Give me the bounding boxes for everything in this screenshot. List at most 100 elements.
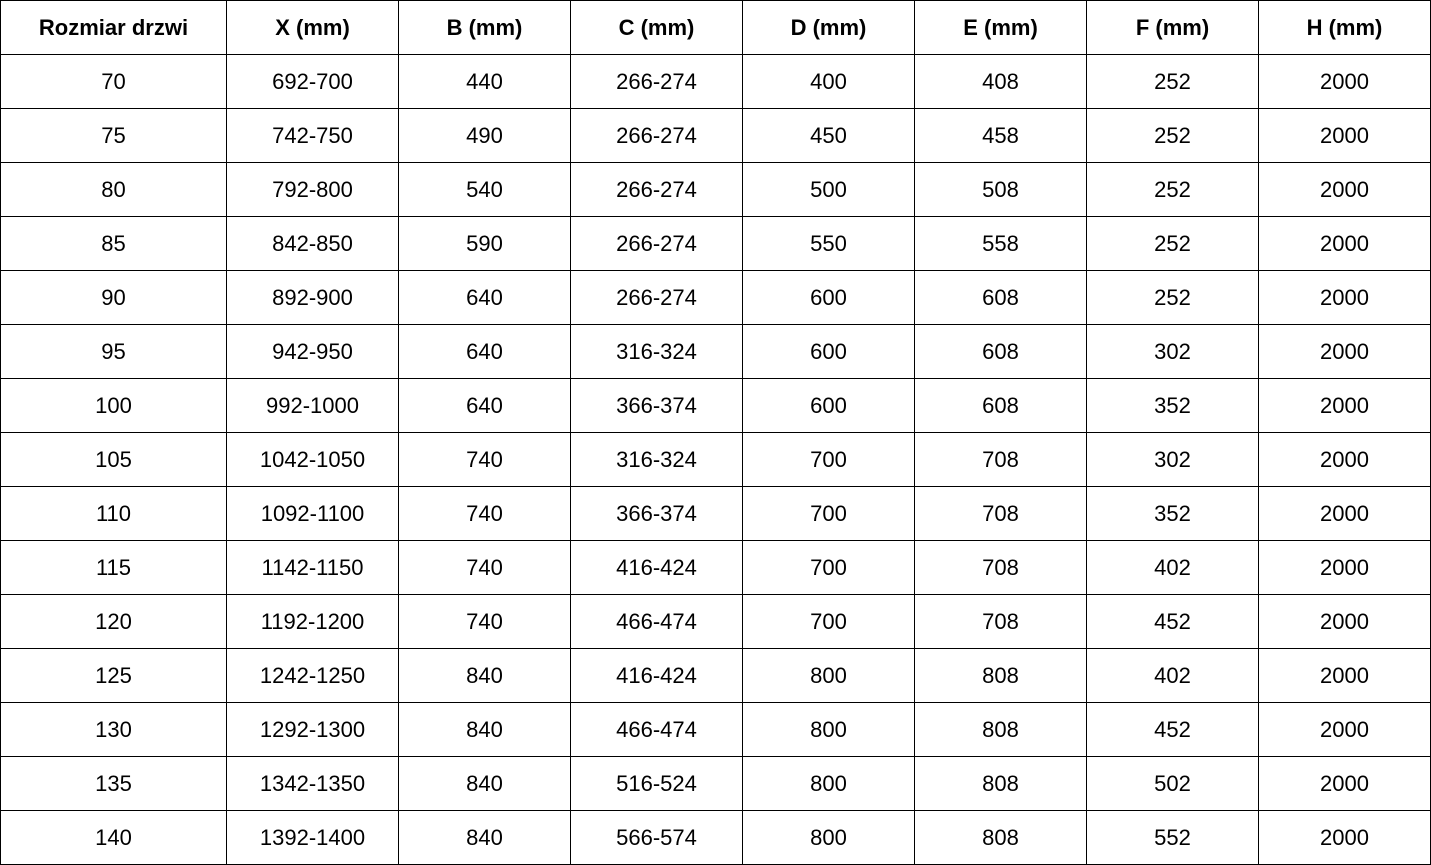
table-cell: 452 [1086, 594, 1259, 649]
table-cell: 840 [398, 810, 571, 865]
table-cell: 840 [398, 702, 571, 757]
table-cell: 800 [742, 648, 915, 703]
table-cell: 800 [742, 702, 915, 757]
table-cell: 700 [742, 432, 915, 487]
table-row: 125 1242-1250 840 416-424 800 808 402 2000 [0, 648, 1431, 703]
table-cell: 105 [0, 432, 227, 487]
table-body: 70 692-700 440 266-274 400 408 252 2000 75 742-75… [0, 54, 1431, 865]
table-cell: 466-474 [570, 702, 743, 757]
table-cell: 566-574 [570, 810, 743, 865]
table-cell: 366-374 [570, 378, 743, 433]
table-cell: 1192-1200 [226, 594, 399, 649]
table-cell: 2000 [1258, 756, 1431, 811]
table-cell: 252 [1086, 108, 1259, 163]
table-cell: 80 [0, 162, 227, 217]
table-cell: 1392-1400 [226, 810, 399, 865]
table-cell: 366-374 [570, 486, 743, 541]
table-cell: 640 [398, 270, 571, 325]
table-cell: 842-850 [226, 216, 399, 271]
table-cell: 1142-1150 [226, 540, 399, 595]
table-cell: 558 [914, 216, 1087, 271]
table-cell: 2000 [1258, 162, 1431, 217]
table-cell: 402 [1086, 540, 1259, 595]
table-cell: 402 [1086, 648, 1259, 703]
table-cell: 75 [0, 108, 227, 163]
table-cell: 740 [398, 540, 571, 595]
table-cell: 840 [398, 648, 571, 703]
table-cell: 2000 [1258, 432, 1431, 487]
table-cell: 1042-1050 [226, 432, 399, 487]
table-cell: 135 [0, 756, 227, 811]
table-cell: 550 [742, 216, 915, 271]
table-row: 120 1192-1200 740 466-474 700 708 452 2000 [0, 594, 1431, 649]
table-cell: 266-274 [570, 270, 743, 325]
table-cell: 808 [914, 756, 1087, 811]
table-cell: 942-950 [226, 324, 399, 379]
table-cell: 840 [398, 756, 571, 811]
table-cell: 1342-1350 [226, 756, 399, 811]
table-cell: 490 [398, 108, 571, 163]
table-cell: 608 [914, 270, 1087, 325]
table-cell: 70 [0, 54, 227, 109]
table-cell: 540 [398, 162, 571, 217]
table-cell: 2000 [1258, 54, 1431, 109]
table-cell: 600 [742, 270, 915, 325]
column-header: F (mm) [1086, 0, 1259, 55]
table-cell: 266-274 [570, 216, 743, 271]
column-header: C (mm) [570, 0, 743, 55]
table-cell: 792-800 [226, 162, 399, 217]
table-cell: 2000 [1258, 540, 1431, 595]
table-cell: 452 [1086, 702, 1259, 757]
table-cell: 640 [398, 324, 571, 379]
table-cell: 800 [742, 756, 915, 811]
table-row: 100 992-1000 640 366-374 600 608 352 2000 [0, 378, 1431, 433]
table-cell: 316-324 [570, 432, 743, 487]
table-row: 110 1092-1100 740 366-374 700 708 352 2000 [0, 486, 1431, 541]
table-cell: 125 [0, 648, 227, 703]
table-cell: 252 [1086, 270, 1259, 325]
table-cell: 2000 [1258, 378, 1431, 433]
column-header: X (mm) [226, 0, 399, 55]
table-cell: 742-750 [226, 108, 399, 163]
table-cell: 2000 [1258, 216, 1431, 271]
column-header: D (mm) [742, 0, 915, 55]
table-cell: 708 [914, 594, 1087, 649]
table-cell: 516-524 [570, 756, 743, 811]
table-cell: 408 [914, 54, 1087, 109]
table-cell: 266-274 [570, 108, 743, 163]
table-cell: 740 [398, 594, 571, 649]
table-row: 90 892-900 640 266-274 600 608 252 2000 [0, 270, 1431, 325]
column-header: H (mm) [1258, 0, 1431, 55]
table-cell: 608 [914, 378, 1087, 433]
table-row: 115 1142-1150 740 416-424 700 708 402 2000 [0, 540, 1431, 595]
table-cell: 316-324 [570, 324, 743, 379]
table-cell: 252 [1086, 54, 1259, 109]
table-cell: 1292-1300 [226, 702, 399, 757]
table-cell: 110 [0, 486, 227, 541]
table-cell: 600 [742, 324, 915, 379]
table-cell: 640 [398, 378, 571, 433]
table-cell: 800 [742, 810, 915, 865]
table-cell: 115 [0, 540, 227, 595]
table-cell: 2000 [1258, 324, 1431, 379]
table-row: 135 1342-1350 840 516-524 800 808 502 2000 [0, 756, 1431, 811]
table-cell: 808 [914, 648, 1087, 703]
table-cell: 85 [0, 216, 227, 271]
table-cell: 992-1000 [226, 378, 399, 433]
table-cell: 808 [914, 702, 1087, 757]
table-cell: 302 [1086, 324, 1259, 379]
table-cell: 552 [1086, 810, 1259, 865]
table-cell: 740 [398, 432, 571, 487]
table-cell: 2000 [1258, 648, 1431, 703]
table-row: 70 692-700 440 266-274 400 408 252 2000 [0, 54, 1431, 109]
table-cell: 508 [914, 162, 1087, 217]
table-row: 105 1042-1050 740 316-324 700 708 302 2000 [0, 432, 1431, 487]
table-cell: 450 [742, 108, 915, 163]
table-cell: 740 [398, 486, 571, 541]
table-cell: 700 [742, 486, 915, 541]
table-cell: 416-424 [570, 540, 743, 595]
table-cell: 266-274 [570, 162, 743, 217]
table-cell: 608 [914, 324, 1087, 379]
table-cell: 252 [1086, 162, 1259, 217]
table-cell: 502 [1086, 756, 1259, 811]
